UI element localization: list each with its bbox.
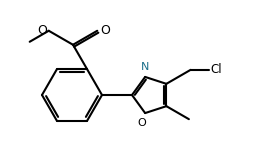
Text: O: O xyxy=(37,24,47,37)
Text: O: O xyxy=(138,118,147,128)
Text: O: O xyxy=(100,24,110,37)
Text: Cl: Cl xyxy=(211,63,222,76)
Text: N: N xyxy=(141,62,149,72)
